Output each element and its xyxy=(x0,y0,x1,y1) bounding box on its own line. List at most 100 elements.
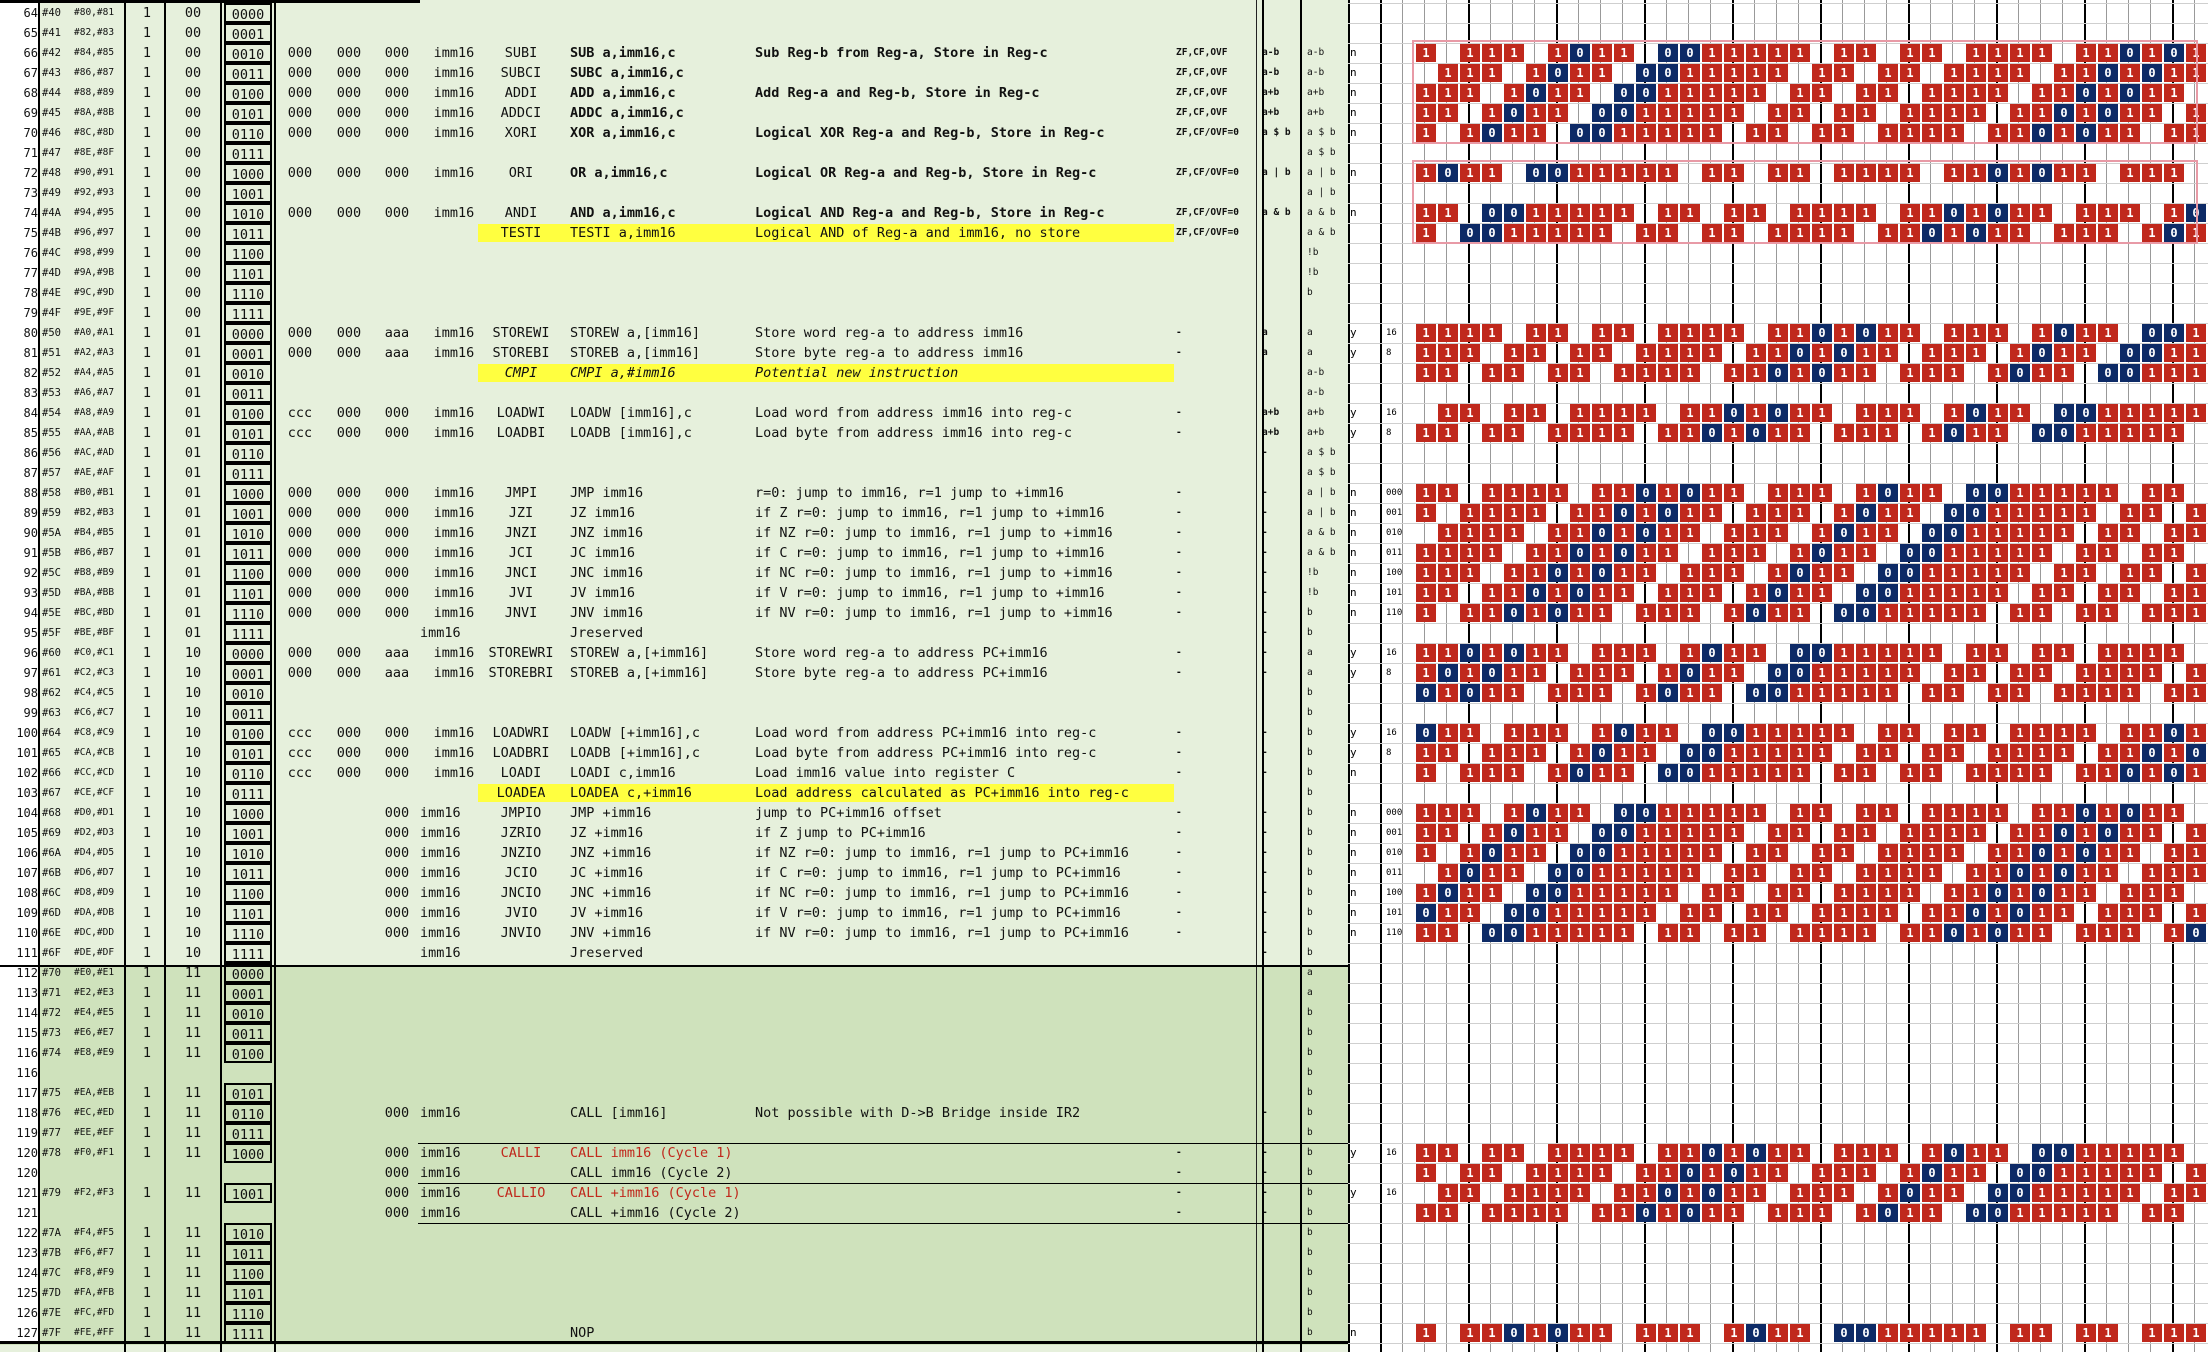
row-number: 98 xyxy=(0,683,40,703)
bit-two: 11 xyxy=(184,1185,202,1201)
syntax: JZ imm16 xyxy=(570,505,636,521)
bit-one-cell: 1 xyxy=(1416,764,1436,782)
alu-op-b: a | b xyxy=(1307,507,1336,518)
reg-write-flag: n xyxy=(1350,506,1357,519)
bit-one-cell: 1 xyxy=(1636,884,1656,902)
alu-op-b: b xyxy=(1307,847,1313,858)
bit-one-cell: 1 xyxy=(2142,44,2162,62)
bit-one-cell: 1 xyxy=(1416,324,1436,342)
bit-zero-cell: 0 xyxy=(1790,644,1810,662)
table-row: 74 #4A #94,#95 1 00 1010 000 000 000 imm16 ANDI AND… xyxy=(0,203,1348,223)
bit-one-cell: 1 xyxy=(1482,864,1502,882)
hex-code: #73 xyxy=(42,1027,61,1039)
bit-one-cell: 1 xyxy=(1614,664,1634,682)
table-row: 101 #65 #CA,#CB 1 10 0101 ccc 000 000 imm16 LOADBR… xyxy=(0,743,1348,763)
bit-zero-cell: 0 xyxy=(1724,404,1744,422)
table-row: 95 #5F #BE,#BF 1 01 1111 imm16 Jreserved - b xyxy=(0,623,1348,643)
field-b: 000 xyxy=(336,345,362,361)
bit-one: 1 xyxy=(142,85,152,101)
bit-one-cell: 1 xyxy=(1856,764,1876,782)
opcode-cell: 0111 xyxy=(224,783,272,803)
grid-col xyxy=(1556,0,1558,1352)
table-row: 85 #55 #AA,#AB 1 01 0101 ccc 000 000 imm16 LOADBI L… xyxy=(0,423,1348,443)
bit-one-cell: 1 xyxy=(1812,864,1832,882)
bit-one-cell: 1 xyxy=(2164,1144,2184,1162)
bit-one-cell: 1 xyxy=(2054,504,2074,522)
bit-one-cell: 1 xyxy=(2032,1184,2052,1202)
bit-zero-cell: 0 xyxy=(1768,404,1788,422)
bit-one-cell: 1 xyxy=(1526,404,1546,422)
bit-one-cell: 1 xyxy=(1746,364,1766,382)
row-number: 76 xyxy=(0,243,40,263)
syntax: LOADI c,imm16 xyxy=(570,765,676,781)
bit-one-cell: 1 xyxy=(1966,64,1986,82)
bit-one-cell: 1 xyxy=(1724,864,1744,882)
bit-one-cell: 1 xyxy=(1548,584,1568,602)
bit-one-cell: 1 xyxy=(1834,664,1854,682)
bit-one-cell: 1 xyxy=(1636,544,1656,562)
field-c: 000 xyxy=(384,565,410,581)
opcode-cell: 0101 xyxy=(224,743,272,763)
alu-op-a: - xyxy=(1262,547,1268,558)
hex-pair: #AC,#AD xyxy=(74,447,115,458)
hex-code: #49 xyxy=(42,187,61,199)
alu-op-b: a | b xyxy=(1307,167,1336,178)
bit-one-cell: 1 xyxy=(1416,104,1436,122)
bit-one-cell: 1 xyxy=(1482,1204,1502,1222)
bit-one-cell: 1 xyxy=(2098,1324,2118,1342)
alu-op-a: a xyxy=(1262,347,1268,358)
alu-op-b: b xyxy=(1307,287,1313,298)
table-row: 64 #40 #80,#81 1 00 0000 xyxy=(0,3,1348,23)
bit-one-cell: 1 xyxy=(1900,224,1920,242)
bit-one-cell: 1 xyxy=(2010,224,2030,242)
row-divider xyxy=(418,1183,1348,1184)
alu-op-b: b xyxy=(1307,887,1313,898)
syntax: STOREB a,[imm16] xyxy=(570,345,701,361)
reg-write-flag: n xyxy=(1350,806,1357,819)
bit-one-cell: 1 xyxy=(1658,804,1678,822)
bit-one-cell: 1 xyxy=(1570,84,1590,102)
field-b: 000 xyxy=(336,405,362,421)
table-row: 111 #6F #DE,#DF 1 10 1111 imm16 Jreserved - b xyxy=(0,943,1348,963)
bit-one-cell: 1 xyxy=(1438,904,1458,922)
bit-one-cell: 1 xyxy=(1768,504,1788,522)
bit-one-cell: 1 xyxy=(2120,1144,2140,1162)
opcode-cell: 0100 xyxy=(224,723,272,743)
bit-one-cell: 1 xyxy=(1702,884,1722,902)
bit-one-cell: 1 xyxy=(2054,724,2074,742)
bit-one-cell: 1 xyxy=(1636,1164,1656,1182)
bit-zero-cell: 0 xyxy=(1460,684,1480,702)
row-number: 96 xyxy=(0,643,40,663)
bit-one-cell: 1 xyxy=(1900,484,1920,502)
table-row: 118 #76 #EC,#ED 1 11 0110 000 imm16 CALL [imm16]… xyxy=(0,1103,1348,1123)
field-a: ccc xyxy=(287,725,313,741)
column-divider xyxy=(220,0,222,1352)
field-a: 000 xyxy=(287,545,313,561)
bit-one: 1 xyxy=(142,985,152,1001)
hex-code: #70 xyxy=(42,967,61,979)
bit-one-cell: 1 xyxy=(2010,664,2030,682)
bit-one-cell: 1 xyxy=(1460,724,1480,742)
grid-row xyxy=(1348,683,2208,684)
bit-one-cell: 1 xyxy=(1636,684,1656,702)
bit-one-cell: 1 xyxy=(1416,1324,1436,1342)
hex-code: #4E xyxy=(42,287,61,299)
bit-one-cell: 1 xyxy=(1790,504,1810,522)
hex-pair: #8E,#8F xyxy=(74,147,115,158)
alu-op-a: - xyxy=(1262,527,1268,538)
table-row: 88 #58 #B0,#B1 1 01 1000 000 000 000 imm16 JMPI JMP… xyxy=(0,483,1348,503)
imm-field: imm16 xyxy=(420,945,461,961)
hex-code: #57 xyxy=(42,467,61,479)
bit-zero-cell: 0 xyxy=(1944,524,1964,542)
flags: ZF,CF/OVF=0 xyxy=(1176,227,1239,238)
selection-outline xyxy=(1412,160,2198,244)
bit-one-cell: 1 xyxy=(1680,424,1700,442)
grid-row xyxy=(1348,1063,2208,1064)
bit-zero-cell: 0 xyxy=(1636,64,1656,82)
mnemonic: STOREWI xyxy=(492,325,550,341)
bit-one-cell: 1 xyxy=(1812,1204,1832,1222)
table-row: 105 #69 #D2,#D3 1 10 1001 000 imm16 JZRIO JZ +imm… xyxy=(0,823,1348,843)
bit-zero-cell: 0 xyxy=(2032,344,2052,362)
bit-one-cell: 1 xyxy=(1856,364,1876,382)
grid-row xyxy=(1348,63,2208,64)
